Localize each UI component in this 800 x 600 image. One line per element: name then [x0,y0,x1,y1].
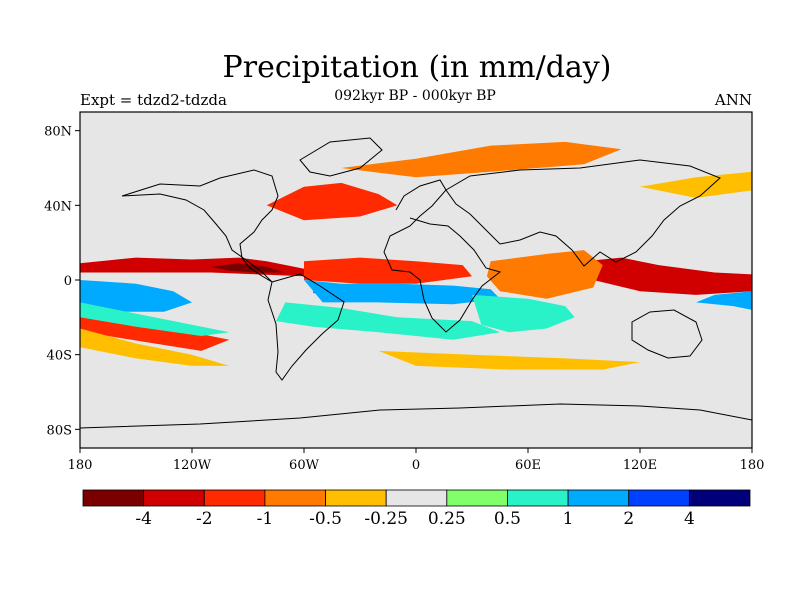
contour-region-14 [486,250,603,299]
lon-tick-label: 0 [412,458,420,473]
colorbar-swatch [143,489,205,507]
contour-region-8 [80,302,230,336]
greenland-coast [299,137,383,177]
lon-tick-label: 60W [289,458,320,473]
chart-title: Precipitation (in mm/day) [222,50,612,85]
colorbar-label: 0.5 [494,509,521,529]
colorbar-label: -0.25 [364,509,408,529]
colorbar-swatch [507,489,569,507]
lon-tick-label: 120E [623,458,657,473]
contour-region-10 [304,280,500,305]
colorbar-label: 0.25 [428,509,466,529]
lat-tick-label: 40N [44,199,72,214]
contour-region-17 [341,141,622,178]
lon-tick-label: 120W [173,458,212,473]
contour-region-2 [210,263,286,273]
colorbar-label: -1 [257,509,274,529]
experiment-label: Expt = tdzd2-tdzda [80,91,227,109]
longitude-axis: 180 120W 60W 0 60E 120E 180 [68,448,765,473]
lon-tick-label: 180 [68,458,93,473]
colorbar-swatch [688,489,751,507]
contour-region-12 [472,294,575,333]
latitude-axis: 80N 40N 0 40S 80S [44,125,80,438]
colorbar-label: 4 [684,509,695,529]
contour-region-7 [80,280,192,312]
antarctica-coast [80,403,752,429]
colorbar: -4 -2 -1 -0.5 -0.25 0.25 0.5 1 2 4 [82,489,751,529]
contour-region-13 [584,257,752,295]
colorbar-label: 2 [623,509,634,529]
colorbar-swatch [385,489,448,507]
contour-region-15 [696,291,752,310]
lon-tick-label: 60E [515,458,541,473]
colorbar-label: -4 [135,509,152,529]
contour-region-19 [640,171,752,198]
lat-tick-label: 80S [47,423,72,438]
colorbar-swatch [567,489,630,507]
colorbar-swatch [325,489,387,507]
contour-region-18 [378,350,640,370]
contour-region-16 [266,182,398,221]
season-label: ANN [714,91,752,109]
europe-africa-coast [383,179,502,333]
asia-coast [445,159,721,267]
colorbar-label: 1 [563,509,574,529]
contour-region-3 [304,257,472,284]
north-america-coast [121,169,279,283]
colorbar-swatch [203,489,266,507]
lon-tick-label: 180 [740,458,765,473]
period-label: 092kyr BP - 000kyr BP [334,88,496,104]
colorbar-label: -2 [196,509,213,529]
contour-region-5 [80,328,230,366]
colorbar-swatch [628,489,690,507]
south-america-coast [267,273,345,381]
australia-coast [631,309,703,359]
contour-regions [80,141,752,370]
colorbar-label: -0.5 [309,509,342,529]
colorbar-swatch [82,489,145,507]
lat-tick-label: 80N [44,125,72,140]
colorbar-swatch [446,489,508,507]
lat-tick-label: 0 [64,274,72,289]
lat-tick-label: 40S [47,349,72,364]
colorbar-swatch [264,489,326,507]
coastlines [80,137,752,429]
